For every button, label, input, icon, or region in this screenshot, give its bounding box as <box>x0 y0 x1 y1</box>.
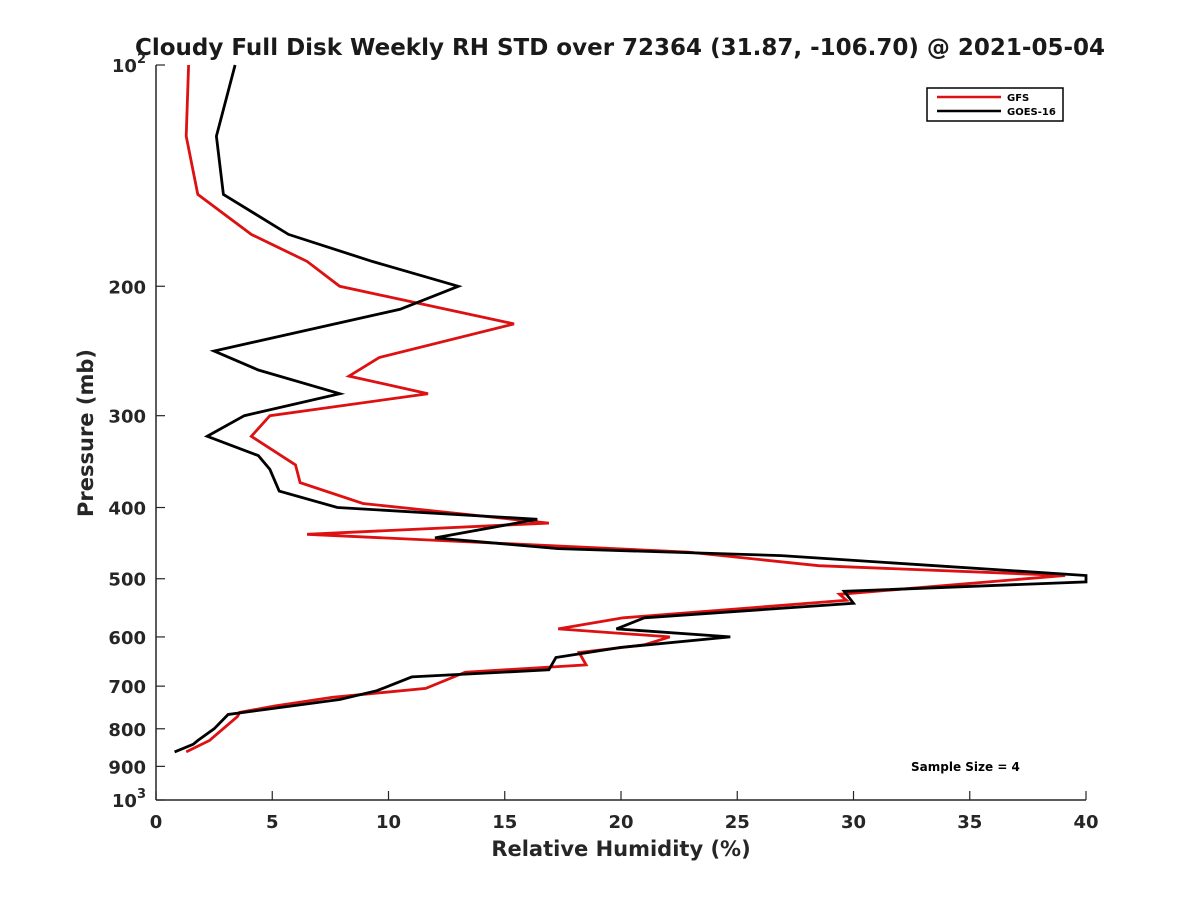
plot-area <box>156 65 1086 800</box>
legend: GFS GOES-16 <box>926 87 1064 122</box>
x-tick-label: 40 <box>1073 812 1098 833</box>
y-tick-label: 102 <box>112 52 146 77</box>
y-tick-label: 103 <box>112 787 146 812</box>
y-tick-label: 800 <box>108 720 146 741</box>
y-tick-label: 400 <box>108 499 146 520</box>
y-tick-label: 500 <box>108 570 146 591</box>
x-tick-label: 0 <box>150 812 163 833</box>
y-axis-label: Pressure (mb) <box>74 349 98 517</box>
x-tick-label: 15 <box>492 812 517 833</box>
y-tick-label: 700 <box>108 677 146 698</box>
legend-label-goes16: GOES-16 <box>1007 107 1056 118</box>
y-tick-label: 900 <box>108 757 146 778</box>
x-tick-label: 35 <box>957 812 982 833</box>
x-tick-label: 30 <box>841 812 866 833</box>
x-tick-label: 5 <box>266 812 279 833</box>
x-tick-label: 20 <box>608 812 633 833</box>
y-axis-ticks: 102 200 300 400 500 600 700 800 900 103 <box>108 52 165 812</box>
chart-title: Cloudy Full Disk Weekly RH STD over 7236… <box>135 35 1105 61</box>
x-axis-label: Relative Humidity (%) <box>491 837 750 861</box>
x-tick-label: 25 <box>725 812 750 833</box>
series-line-goes16 <box>174 64 1088 754</box>
series-line-gfs <box>184 64 1066 754</box>
x-tick-label: 10 <box>376 812 401 833</box>
x-axis-ticks: 0 5 10 15 20 25 30 35 40 <box>150 791 1099 833</box>
y-tick-label: 200 <box>108 277 146 298</box>
legend-box <box>926 87 1064 122</box>
sample-size-annotation: Sample Size = 4 <box>911 760 1020 774</box>
y-tick-label: 300 <box>108 407 146 428</box>
plot-series-group <box>174 64 1088 754</box>
y-tick-label: 600 <box>108 628 146 649</box>
legend-label-gfs: GFS <box>1007 93 1029 104</box>
